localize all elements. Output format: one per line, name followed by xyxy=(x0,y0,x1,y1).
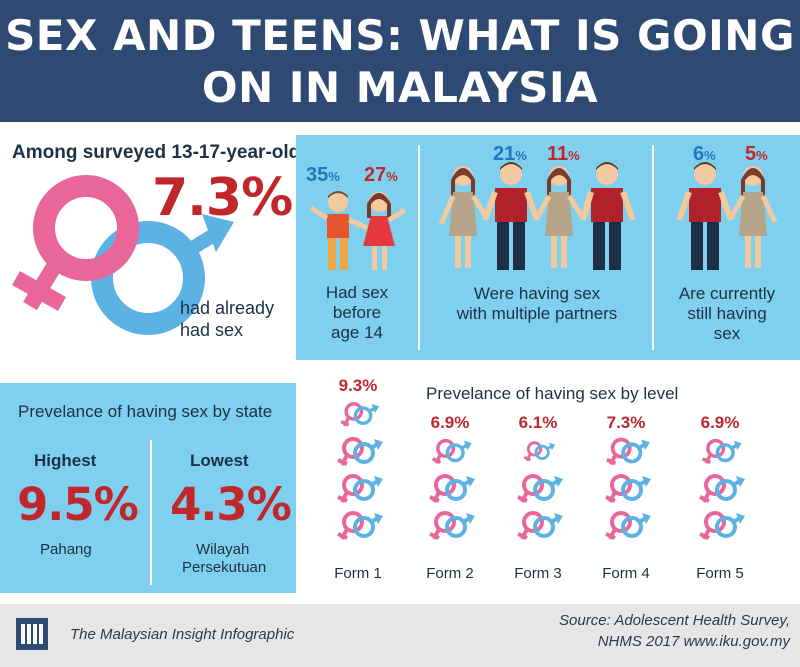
couple-icon xyxy=(676,162,778,270)
multiple-female-pct: 11% xyxy=(547,143,580,165)
before14-caption: Had sex before age 14 xyxy=(325,283,389,342)
gender-symbol-icon xyxy=(701,438,742,464)
headline-percentage: 7.3% xyxy=(152,168,293,228)
level-title: Prevelance of having sex by level xyxy=(426,384,679,403)
level-label-3: Form 3 xyxy=(514,565,562,582)
level-label-5: Form 5 xyxy=(696,565,744,582)
level-chart: 9.3% Form 1 6.9% Form 2 6.1% Form 3 7.3% Form 4… xyxy=(310,375,800,595)
state-title: Prevelance of having sex by state xyxy=(18,402,273,421)
title-line-1: SEX AND TEENS: WHAT IS GOING xyxy=(5,11,795,60)
gender-symbol-icon xyxy=(337,474,383,503)
state-panel xyxy=(0,383,296,593)
gender-symbol-icon xyxy=(699,474,745,503)
header-banner: SEX AND TEENS: WHAT IS GOING ON IN MALAY… xyxy=(0,0,800,122)
gender-symbol-icon xyxy=(337,511,383,540)
level-label-1: Form 1 xyxy=(334,565,382,582)
survey-intro: Among surveyed 13-17-year-olds xyxy=(12,142,311,163)
headline-caption-1: had already xyxy=(180,298,275,318)
gender-symbol-icon xyxy=(517,474,563,503)
level-value-3: 6.1% xyxy=(518,413,558,432)
adults-multiple-partners-icon xyxy=(438,162,636,270)
lowest-state-1: Wilayah xyxy=(196,541,250,558)
level-value-2: 6.9% xyxy=(430,413,470,432)
level-symbols-3 xyxy=(517,441,563,540)
boy-girl-icon xyxy=(309,191,407,270)
current-male-pct: 6% xyxy=(693,143,716,165)
gender-symbol-icon xyxy=(517,511,563,540)
gender-symbol-icon xyxy=(12,175,234,335)
gender-symbol-icon xyxy=(605,511,651,540)
level-label-2: Form 2 xyxy=(426,565,474,582)
multiple-caption: Were having sex with multiple partners xyxy=(456,284,618,323)
highest-state: Pahang xyxy=(40,541,92,558)
lowest-label: Lowest xyxy=(190,451,249,470)
gender-symbol-icon xyxy=(699,511,745,540)
highest-label: Highest xyxy=(34,451,97,470)
footer: The Malaysian Insight Infographic Source… xyxy=(0,604,800,667)
gender-symbol-icon xyxy=(606,437,650,466)
level-symbols-4 xyxy=(605,437,651,540)
title-line-2: ON IN MALAYSIA xyxy=(201,63,599,112)
footer-source-2: NHMS 2017 www.iku.gov.my xyxy=(597,633,790,650)
logo-icon xyxy=(16,618,48,650)
gender-symbol-icon xyxy=(605,474,651,503)
gender-symbol-icon xyxy=(429,511,475,540)
level-value-1: 9.3% xyxy=(338,376,378,395)
lowest-state-2: Persekutuan xyxy=(182,559,267,576)
level-symbols-2 xyxy=(429,438,475,540)
multiple-male-pct: 21% xyxy=(493,143,527,165)
level-value-4: 7.3% xyxy=(606,413,646,432)
level-label-4: Form 4 xyxy=(602,565,650,582)
before14-female-pct: 27% xyxy=(364,164,398,186)
before14-male-pct: 35% xyxy=(306,164,340,186)
gender-symbol-icon xyxy=(523,441,556,462)
lowest-value: 4.3% xyxy=(170,478,292,531)
gender-symbol-icon xyxy=(431,438,472,464)
highest-value: 9.5% xyxy=(17,478,139,531)
stats-divider-2 xyxy=(652,145,654,350)
level-symbols-5 xyxy=(699,438,745,540)
page-title: SEX AND TEENS: WHAT IS GOING ON IN MALAY… xyxy=(0,10,800,114)
gender-symbol-icon xyxy=(340,402,380,427)
level-value-5: 6.9% xyxy=(700,413,740,432)
footer-brand: The Malaysian Insight Infographic xyxy=(70,626,295,643)
stats-divider-1 xyxy=(418,145,420,350)
footer-source-1: Source: Adolescent Health Survey, xyxy=(559,612,790,629)
gender-symbol-icon xyxy=(429,474,475,503)
state-divider xyxy=(150,440,152,585)
current-caption: Are currently still having sex xyxy=(678,284,776,343)
headline-caption-2: had sex xyxy=(180,320,244,340)
current-female-pct: 5% xyxy=(745,143,768,165)
gender-symbol-icon xyxy=(337,437,383,466)
level-symbols-1 xyxy=(337,402,383,540)
